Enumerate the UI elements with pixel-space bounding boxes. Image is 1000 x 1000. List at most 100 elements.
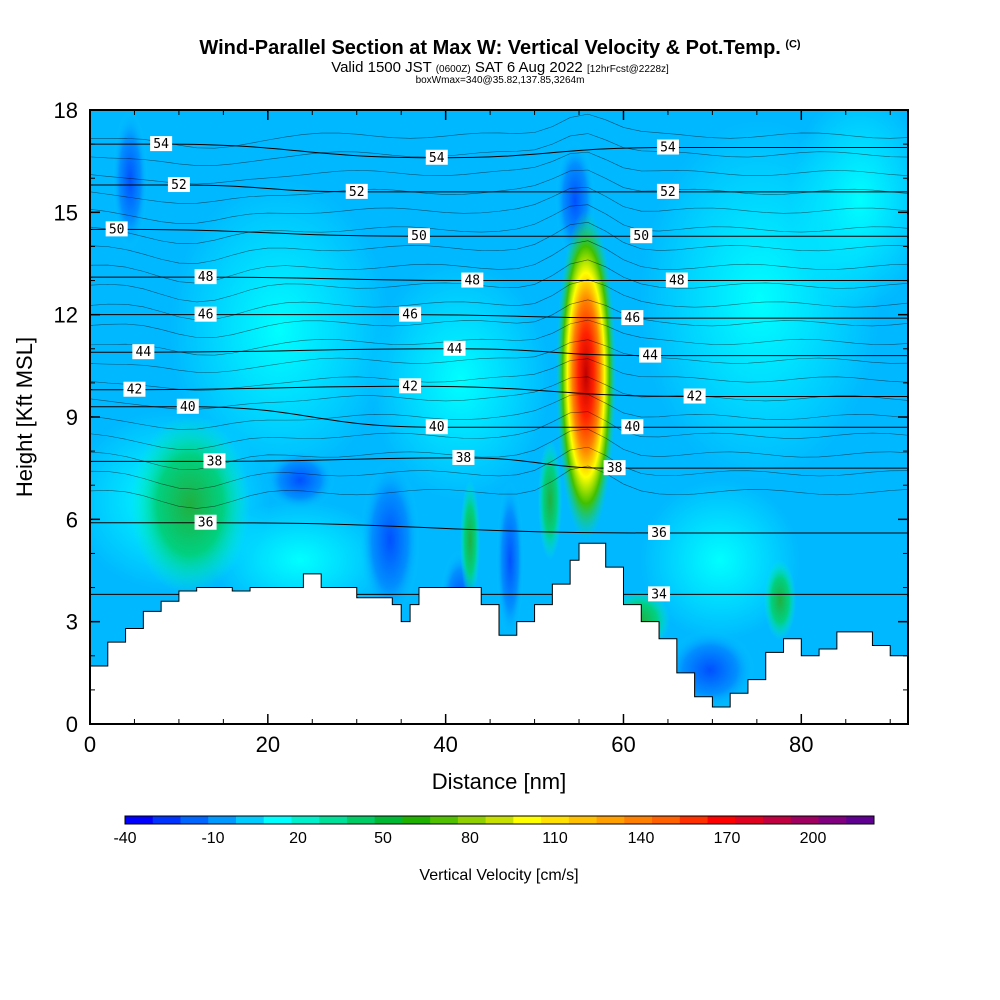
contour-label-bg xyxy=(399,306,422,322)
colorbar-swatch xyxy=(346,816,376,824)
contour-label-text: 46 xyxy=(402,308,418,323)
colorbar-swatch xyxy=(457,816,487,824)
contour-label-bg xyxy=(603,460,626,476)
y-tick-label: 3 xyxy=(66,610,78,635)
colorbar-swatch xyxy=(846,816,875,824)
theta-contour-minor xyxy=(90,259,908,303)
contour-label-bg xyxy=(194,269,217,285)
contour-label: 48 xyxy=(194,269,217,285)
colorbar-tick-label: 140 xyxy=(628,830,655,847)
terrain xyxy=(89,542,909,725)
contour-label-text: 50 xyxy=(411,229,427,244)
contour-label-text: 54 xyxy=(660,141,676,156)
contour-label-text: 52 xyxy=(349,185,365,200)
colorbar-swatch xyxy=(568,816,598,824)
chart-title-text: Wind-Parallel Section at Max W: Vertical… xyxy=(199,37,781,59)
colorbar-tick-label: 170 xyxy=(714,830,741,847)
contour-label-text: 54 xyxy=(153,137,169,152)
contour-label: 50 xyxy=(407,228,430,244)
contour-label: 36 xyxy=(194,514,217,531)
contour-label-bg xyxy=(176,398,199,414)
y-axis-title: Height [Kft MSL] xyxy=(12,337,37,497)
contour-label-bg xyxy=(345,183,368,199)
forecast-info: [12hrFcst@2228z] xyxy=(586,64,669,75)
contour-label-text: 44 xyxy=(642,349,658,364)
theta-contour-minor xyxy=(90,240,908,284)
theta-contour-minor xyxy=(90,446,908,490)
contour-label: 48 xyxy=(665,272,688,289)
theta-contour-46 xyxy=(90,314,908,319)
contour-label: 48 xyxy=(461,272,484,289)
valid-date: SAT 6 Aug 2022 xyxy=(474,59,583,76)
title-block: Wind-Parallel Section at Max W: Vertical… xyxy=(0,38,1000,86)
y-tick-label: 15 xyxy=(54,200,78,225)
contour-label-bg xyxy=(639,347,662,363)
downdraft-region xyxy=(265,450,335,510)
contour-label-bg xyxy=(621,310,644,326)
colorbar-swatch xyxy=(541,816,570,824)
contour-label: 52 xyxy=(345,183,368,200)
contour-label-text: 40 xyxy=(429,420,445,435)
contour-label-text: 38 xyxy=(456,451,472,466)
contour-label-text: 50 xyxy=(109,222,125,237)
valid-time-line: Valid 1500 JST (0600Z) SAT 6 Aug 2022 [1… xyxy=(0,60,1000,75)
colorbar-swatch xyxy=(735,816,764,824)
colorbar-tick-label: 200 xyxy=(800,830,827,847)
box-max-line: boxWmax=340@35.82,137.85,3264m xyxy=(415,75,585,86)
colorbar-swatch xyxy=(180,816,209,824)
contour-label-text: 38 xyxy=(207,454,223,469)
contour-label-bg xyxy=(648,524,671,540)
contour-label: 46 xyxy=(194,306,217,323)
colorbar-swatch xyxy=(763,816,792,824)
contour-label: 52 xyxy=(167,177,190,193)
colorbar-tick-label: -40 xyxy=(113,830,136,847)
contour-label-text: 48 xyxy=(464,274,480,289)
valid-zulu: (0600Z) xyxy=(435,64,471,75)
contour-label-bg xyxy=(425,419,448,435)
contour-label: 50 xyxy=(630,228,653,244)
colorbar-swatch xyxy=(235,816,265,824)
contour-label-bg xyxy=(621,419,644,435)
contour-label-bg xyxy=(648,586,671,602)
contour-label-bg xyxy=(683,388,706,404)
colorbar-swatch xyxy=(818,816,847,824)
cyan-region xyxy=(640,480,800,640)
theta-contour-minor xyxy=(90,394,908,430)
contour-label-text: 44 xyxy=(447,342,463,357)
colorbar-swatch xyxy=(790,816,820,824)
contour-label-bg xyxy=(194,306,217,322)
contour-label: 38 xyxy=(603,460,626,476)
colorbar-swatch xyxy=(430,816,459,824)
contour-label-bg xyxy=(167,177,190,193)
contour-label: 44 xyxy=(443,340,466,357)
contour-label-text: 40 xyxy=(180,400,196,415)
contour-label-text: 42 xyxy=(127,383,143,398)
colorbar-frame xyxy=(124,815,875,825)
contour-label: 44 xyxy=(132,344,155,360)
valid-prefix: Valid 1500 JST xyxy=(331,59,432,76)
colorbar-swatch xyxy=(652,816,681,824)
x-tick-label: 20 xyxy=(256,732,280,757)
updraft-core xyxy=(556,210,616,540)
theta-contour-minor xyxy=(90,465,908,509)
contour-label-bg xyxy=(194,514,217,530)
contour-label: 54 xyxy=(150,136,173,152)
contour-label: 38 xyxy=(452,449,475,466)
x-axis-title: Distance [nm] xyxy=(432,769,567,794)
contour-label-bg xyxy=(425,149,448,165)
contour-label-text: 52 xyxy=(171,178,187,193)
contour-label: 38 xyxy=(203,453,226,469)
y-tick-label: 9 xyxy=(66,405,78,430)
contour-label-text: 38 xyxy=(607,461,623,476)
cyan-region xyxy=(790,110,908,310)
contour-label-text: 54 xyxy=(429,151,445,166)
x-tick-label: 40 xyxy=(433,732,457,757)
terrain-layer xyxy=(89,542,909,725)
contour-label: 34 xyxy=(648,586,671,602)
colorbar-swatch xyxy=(152,816,181,824)
colorbar-swatch xyxy=(374,816,403,824)
contour-label-bg xyxy=(656,183,679,199)
contour-label-bg xyxy=(407,228,430,244)
downdraft-region xyxy=(112,110,148,250)
